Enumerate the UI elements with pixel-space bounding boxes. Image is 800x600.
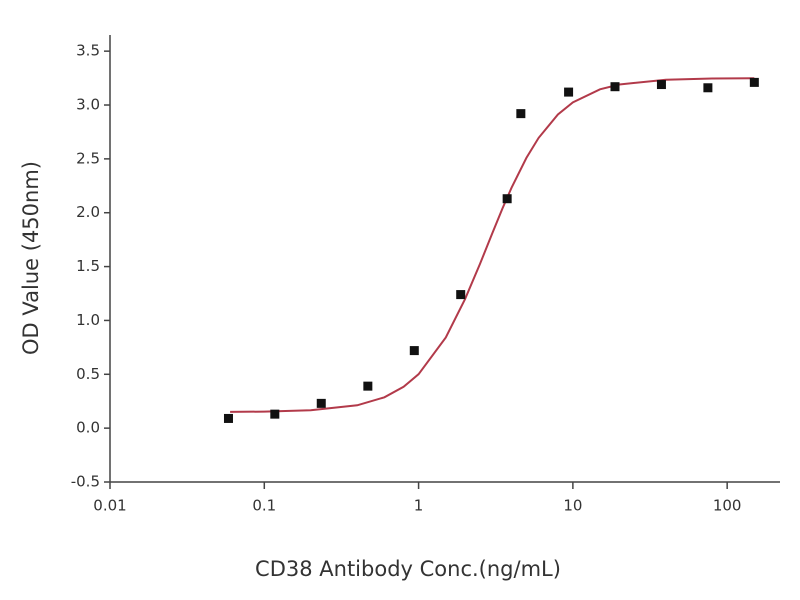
data-point (270, 409, 280, 419)
data-point (564, 87, 574, 97)
data-point (502, 194, 512, 204)
x-tick-label: 10 (563, 497, 582, 515)
fit-curve (230, 77, 755, 413)
x-axis-label: CD38 Antibody Conc.(ng/mL) (255, 557, 561, 581)
data-point (610, 82, 620, 92)
y-tick-label: 3.0 (76, 96, 100, 114)
data-point (316, 398, 326, 408)
data-point (363, 381, 373, 391)
data-point (656, 80, 666, 90)
y-tick-label: 1.0 (76, 311, 100, 329)
data-point (409, 346, 419, 356)
data-point (516, 109, 526, 119)
x-tick-label: 0.01 (93, 497, 126, 515)
y-tick-label: -0.5 (71, 473, 100, 491)
data-point (223, 413, 233, 423)
x-tick-label: 1 (414, 497, 424, 515)
data-point (703, 83, 713, 93)
y-tick-label: 0.0 (76, 419, 100, 437)
data-point (749, 77, 759, 87)
data-point (456, 290, 466, 300)
y-tick-label: 2.0 (76, 203, 100, 221)
y-tick-label: 0.5 (76, 365, 100, 383)
y-tick-label: 2.5 (76, 149, 100, 167)
y-tick-label: 1.5 (76, 257, 100, 275)
x-tick-label: 0.1 (252, 497, 276, 515)
y-axis-label: OD Value (450nm) (19, 161, 43, 355)
x-tick-label: 100 (713, 497, 742, 515)
y-tick-label: 3.5 (76, 42, 100, 60)
